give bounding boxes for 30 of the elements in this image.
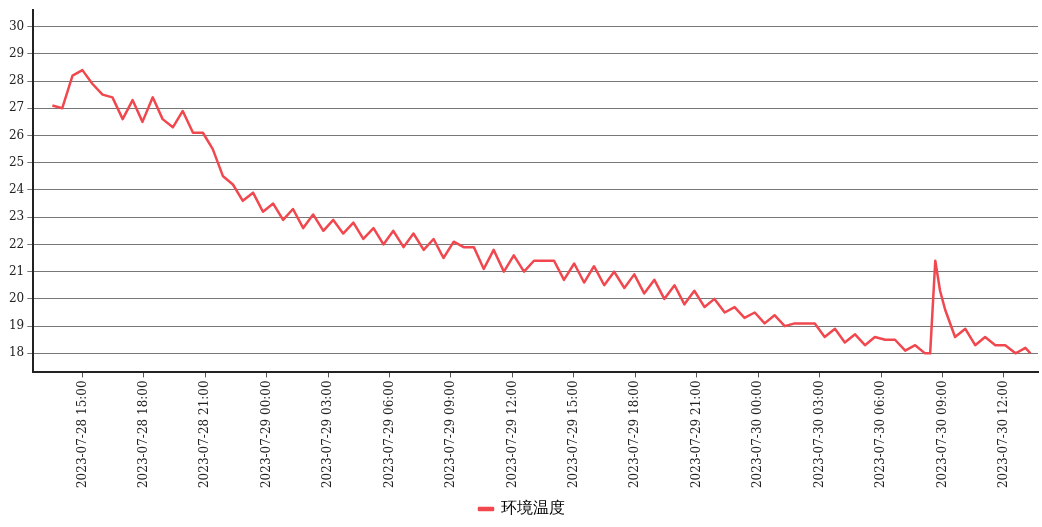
x-tick-label: 2023-07-29 06:00 [381,380,396,489]
y-tick-label: 21 [8,263,25,278]
y-tick-label: 19 [8,318,25,333]
y-tick-label: 25 [8,154,25,169]
x-tick-label: 2023-07-30 06:00 [873,380,888,489]
x-tick-label: 2023-07-30 12:00 [996,380,1010,489]
x-tick-label: 2023-07-28 18:00 [135,380,150,489]
y-tick-label: 22 [8,236,25,251]
x-tick-label: 2023-07-29 21:00 [688,380,703,489]
y-tick-label: 29 [8,45,25,60]
x-tick-label: 2023-07-29 09:00 [443,380,458,489]
y-tick-label: 24 [8,182,25,197]
y-tick-label: 28 [8,73,25,88]
y-tick-label: 30 [8,18,25,33]
y-tick-label: 23 [8,209,25,224]
x-tick-label: 2023-07-28 21:00 [197,380,212,489]
x-tick-label: 2023-07-30 03:00 [811,380,826,489]
x-tick-label: 2023-07-29 18:00 [627,380,642,489]
x-tick-label: 2023-07-29 12:00 [504,380,519,489]
y-tick-label: 18 [8,345,25,360]
x-tick-label: 2023-07-29 00:00 [258,380,273,489]
y-tick-label: 20 [8,291,25,306]
y-tick-label: 26 [8,127,25,142]
x-tick-label: 2023-07-29 03:00 [320,380,335,489]
legend-label: 环境温度 [501,498,565,518]
y-tick-label: 27 [8,100,25,115]
x-tick-label: 2023-07-30 00:00 [750,380,765,489]
x-tick-label: 2023-07-30 09:00 [934,380,949,489]
x-tick-label: 2023-07-28 15:00 [74,380,89,489]
x-tick-label: 2023-07-29 15:00 [565,380,580,489]
